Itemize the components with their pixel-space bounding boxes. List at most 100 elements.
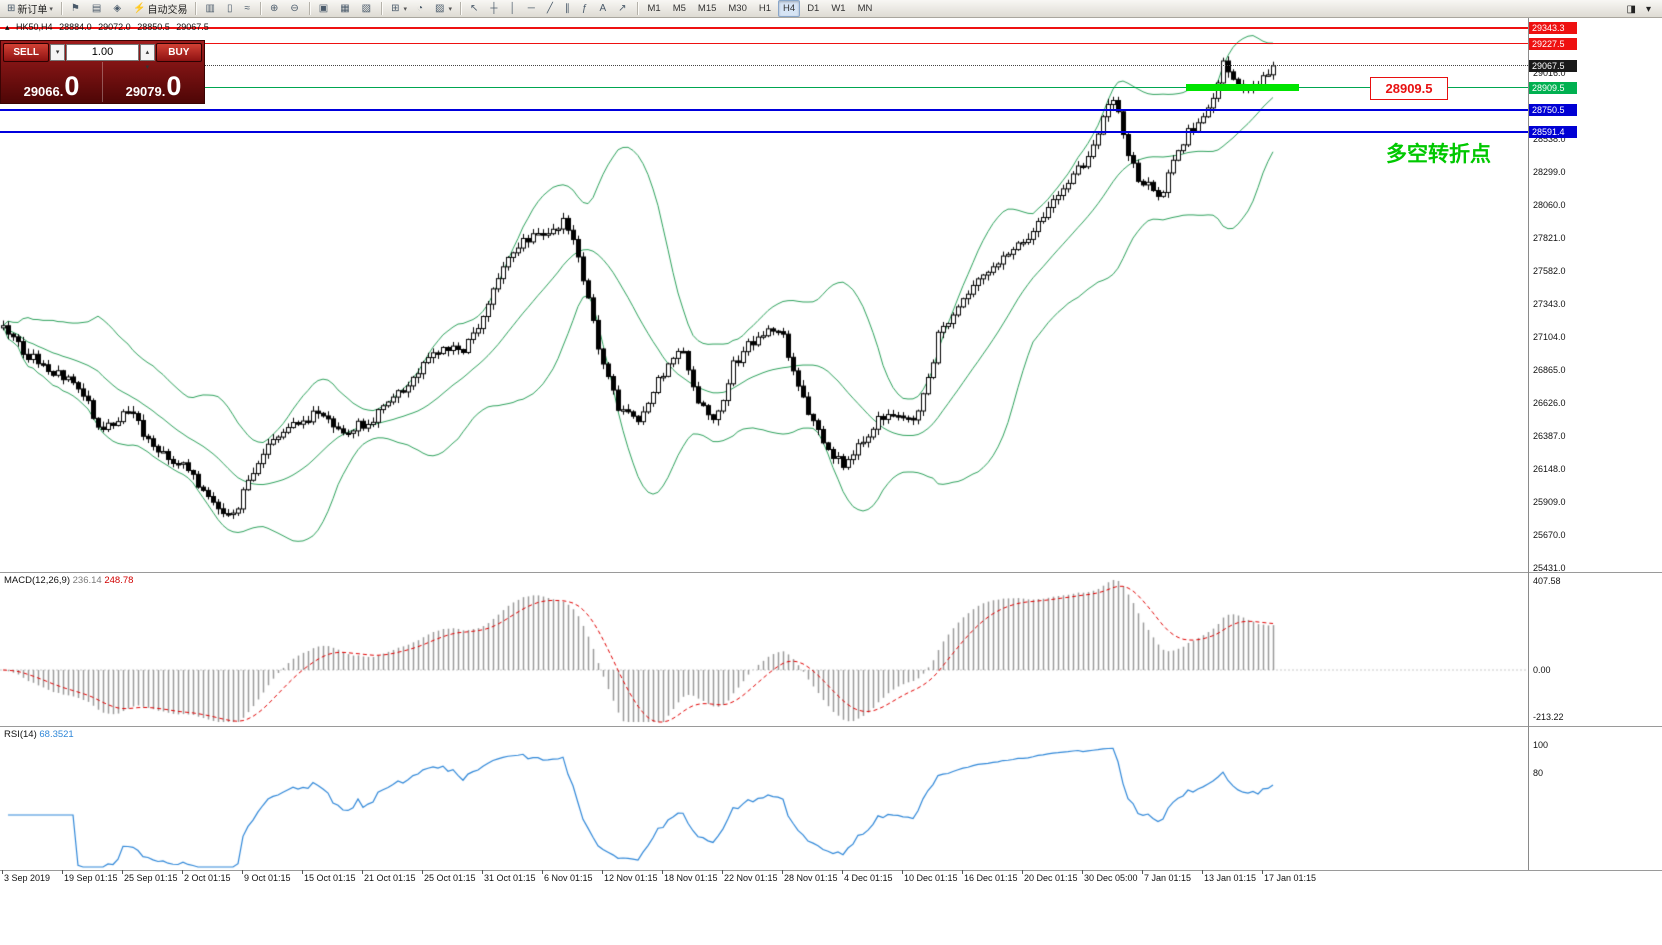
h-line-28909.5[interactable] — [0, 87, 1528, 88]
date-label: 20 Dec 01:15 — [1024, 873, 1078, 883]
line-chart-icon[interactable]: ≈ — [240, 0, 256, 17]
fibonacci-icon[interactable]: ƒ — [578, 0, 594, 17]
arrange-windows-icon-glyph: ▧ — [361, 2, 372, 14]
date-label: 25 Oct 01:15 — [424, 873, 476, 883]
timeframe-w1-button[interactable]: W1 — [831, 3, 846, 14]
bar-chart-icon-glyph: ▥ — [205, 2, 215, 14]
sell-button[interactable]: SELL — [3, 43, 50, 62]
macd-scale-top: 407.58 — [1533, 576, 1561, 586]
timeframe-h4-button[interactable]: H4 — [778, 0, 801, 17]
fibonacci-icon-glyph: ƒ — [581, 2, 588, 14]
date-tick — [122, 870, 123, 874]
price-scale-label: 26387.0 — [1533, 431, 1566, 441]
chart-canvas[interactable] — [0, 18, 1528, 870]
date-tick — [722, 870, 723, 874]
price-scale-tag-28750.5: 28750.5 — [1529, 104, 1577, 116]
price-scale-label: 28538.0 — [1533, 134, 1566, 144]
price-level-tag[interactable]: 28909.5 — [1370, 77, 1448, 100]
date-label: 12 Nov 01:15 — [604, 873, 658, 883]
autotrading-button[interactable]: ⚡ 自动交易 — [129, 0, 191, 17]
timeframe-m1-button[interactable]: M1 — [647, 3, 661, 14]
vertical-line-icon[interactable]: │ — [506, 0, 522, 17]
new-order-button[interactable]: ⊞ 新订单 ▾ — [3, 0, 57, 17]
buy-button[interactable]: BUY — [155, 43, 203, 62]
tile-windows-icon[interactable]: ▣ — [315, 0, 334, 17]
green-trend-segment[interactable] — [1186, 84, 1299, 91]
date-label: 15 Oct 01:15 — [304, 873, 356, 883]
volume-spinner[interactable]: ▴ ▾ — [140, 44, 155, 71]
date-tick — [482, 870, 483, 874]
date-tick — [242, 870, 243, 874]
price-scale-axis[interactable] — [1528, 18, 1662, 870]
channel-icon[interactable]: ∥ — [561, 0, 576, 17]
dock-icon[interactable]: ◨ — [1626, 4, 1636, 15]
date-tick — [842, 870, 843, 874]
alerts-icon[interactable]: ⚑ — [67, 0, 86, 17]
text-label-icon-glyph: A — [599, 2, 607, 14]
sell-price[interactable]: 29066. 0 — [1, 62, 103, 102]
sell-price-big: 0 — [64, 71, 80, 102]
candlestick-chart-icon[interactable]: ▯ — [223, 0, 239, 17]
panel-separator[interactable] — [0, 870, 1662, 871]
date-tick — [1262, 870, 1263, 874]
ohlc-high: 29072.0 — [98, 22, 131, 32]
timeframe-d1-button[interactable]: D1 — [807, 3, 820, 14]
sell-price-small: 29066. — [23, 84, 64, 99]
navigator-icon[interactable]: ◈ — [109, 0, 127, 17]
toolbar-separator — [60, 2, 63, 15]
zoom-out-icon[interactable]: ⊖ — [286, 0, 304, 17]
price-scale-tag-28909.5: 28909.5 — [1529, 82, 1577, 94]
price-scale-separator — [1528, 18, 1529, 870]
more-tools-icon[interactable]: ▾ — [1645, 4, 1651, 15]
price-scale-label: 25431.0 — [1533, 563, 1566, 573]
bar-chart-icon[interactable]: ▥ — [201, 0, 220, 17]
chart-text-annotation[interactable]: 多空转折点 — [1386, 143, 1491, 166]
date-tick — [302, 870, 303, 874]
volume-input[interactable]: 1.00 — [65, 44, 140, 61]
buy-price[interactable]: 29079. 0 — [103, 62, 204, 102]
dropdown-caret-icon: ▾ — [448, 5, 453, 13]
market-watch-icon[interactable]: ▤ — [88, 0, 107, 17]
text-label-icon[interactable]: A — [595, 0, 612, 17]
crosshair-icon[interactable]: ┼ — [486, 0, 503, 17]
panel-separator[interactable] — [0, 572, 1662, 573]
h-line-29343.3[interactable] — [0, 27, 1528, 29]
timeframe-m5-button[interactable]: M5 — [672, 3, 686, 14]
horizontal-line-icon-glyph: ─ — [527, 2, 535, 14]
volume-dropdown-icon[interactable]: ▾ — [50, 44, 65, 61]
date-label: 4 Dec 01:15 — [844, 873, 893, 883]
h-line-28591.4[interactable] — [0, 131, 1528, 133]
date-tick — [902, 870, 903, 874]
timeframe-m15-button[interactable]: M15 — [697, 3, 717, 14]
cascade-windows-icon[interactable]: ▦ — [336, 0, 355, 17]
h-line-29227.5[interactable] — [0, 43, 1528, 44]
timeframe-mn-button[interactable]: MN — [857, 3, 873, 14]
panel-separator[interactable] — [0, 726, 1662, 727]
date-label: 16 Dec 01:15 — [964, 873, 1018, 883]
zoom-in-icon[interactable]: ⊕ — [266, 0, 284, 17]
price-scale-label: 27582.0 — [1533, 266, 1566, 276]
horizontal-line-icon[interactable]: ─ — [524, 0, 541, 17]
h-line-28750.5[interactable] — [0, 109, 1528, 111]
one-click-top-row: SELL ▾ 1.00 ▴ ▾ BUY — [1, 41, 204, 71]
zoom-out-icon-glyph: ⊖ — [290, 2, 299, 14]
arrange-windows-icon[interactable]: ▧ — [358, 0, 377, 17]
trendline-icon[interactable]: ╱ — [543, 0, 559, 17]
indicators-icon[interactable]: ⊞ ▾ — [387, 0, 411, 17]
date-label: 21 Oct 01:15 — [364, 873, 416, 883]
templates-icon[interactable]: ▨ ▾ — [431, 0, 456, 17]
cursor-icon-glyph: ↖ — [470, 2, 479, 14]
periods-icon[interactable]: ◔ — [413, 0, 429, 17]
new-order-button-label: 新订单 — [17, 5, 48, 16]
cursor-icon[interactable]: ↖ — [466, 0, 484, 17]
timeframe-m30-button[interactable]: M30 — [728, 3, 747, 14]
toolbar: ⊞ 新订单 ▾ ⚑ ▤ ◈ ⚡ 自动交易 ▥ ▯ ≈ ⊕ ⊖ ▣ ▦ ▧ ⊞ ▾ ◔ ▨ ▾ ↖ ┼ │ ─ ╱ ∥ ƒ A ↗ M1 M5 M… — [0, 0, 1662, 18]
toolbar-separator — [460, 2, 463, 15]
timeframe-h1-button[interactable]: H1 — [758, 3, 772, 14]
arrow-tool-icon[interactable]: ↗ — [614, 0, 632, 17]
ohlc-close: 29067.5 — [176, 22, 209, 32]
macd-indicator-label: MACD(12,26,9) 236.14 248.78 — [4, 575, 133, 586]
date-tick — [422, 870, 423, 874]
dropdown-caret-icon: ▾ — [403, 5, 407, 13]
h-line-29067.5[interactable] — [0, 65, 1528, 66]
